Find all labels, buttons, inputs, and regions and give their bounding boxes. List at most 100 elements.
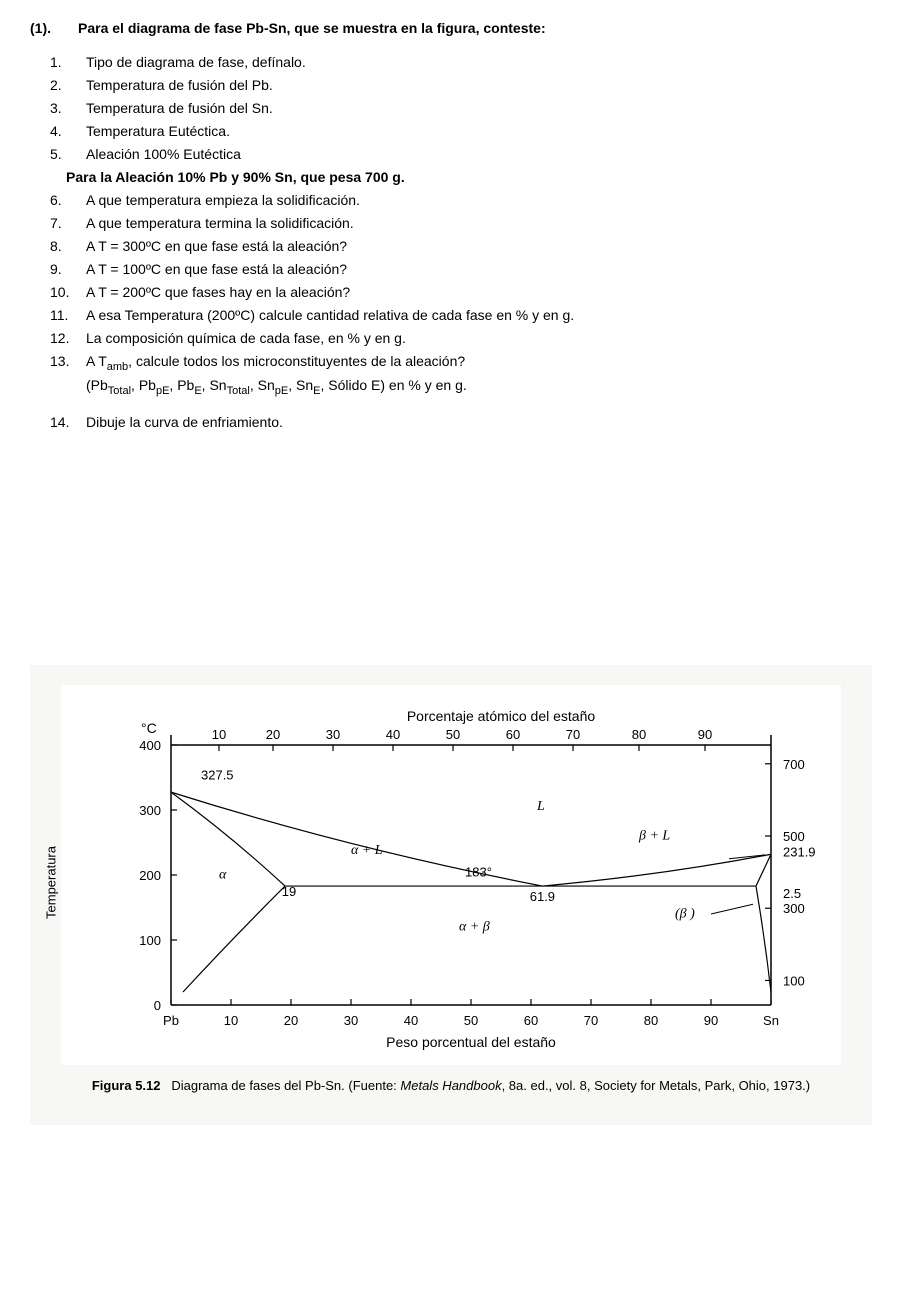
q-number: 8. [50, 236, 86, 257]
q-number: 7. [50, 213, 86, 234]
question-row: 9.A T = 100ºC en que fase está la aleaci… [50, 259, 872, 280]
q-text: A T = 300ºC en que fase está la aleación… [86, 236, 872, 257]
svg-text:100: 100 [139, 933, 161, 948]
question-row: 11.A esa Temperatura (200ºC) calcule can… [50, 305, 872, 326]
caption-label: Figura 5.12 [92, 1078, 161, 1093]
svg-text:°C: °C [141, 720, 157, 736]
title-text: Para el diagrama de fase Pb-Sn, que se m… [78, 20, 546, 36]
q-number: 4. [50, 121, 86, 142]
question-row: 3.Temperatura de fusión del Sn. [50, 98, 872, 119]
svg-text:20: 20 [284, 1013, 298, 1028]
svg-text:50: 50 [446, 727, 460, 742]
svg-text:60: 60 [506, 727, 520, 742]
q-number: 6. [50, 190, 86, 211]
q-text: Tipo de diagrama de fase, defínalo. [86, 52, 872, 73]
y-axis-label: Temperatura [44, 846, 59, 919]
q-number: 9. [50, 259, 86, 280]
svg-text:90: 90 [704, 1013, 718, 1028]
q-number: 2. [50, 75, 86, 96]
svg-text:70: 70 [584, 1013, 598, 1028]
svg-text:50: 50 [464, 1013, 478, 1028]
figure-container: °C0100200300400100300500700Pb10203040506… [30, 665, 872, 1125]
question-row: 8.A T = 300ºC en que fase está la aleaci… [50, 236, 872, 257]
svg-text:80: 80 [644, 1013, 658, 1028]
q-text: La composición química de cada fase, en … [86, 328, 872, 349]
svg-text:Peso porcentual del estaño: Peso porcentual del estaño [386, 1034, 556, 1050]
q-number: 1. [50, 52, 86, 73]
q-number: 5. [50, 144, 86, 165]
svg-text:α + β: α + β [459, 919, 490, 934]
q-text: Dibuje la curva de enfriamiento. [86, 412, 872, 433]
svg-text:300: 300 [139, 803, 161, 818]
question-row: 4.Temperatura Eutéctica. [50, 121, 872, 142]
q-text: Temperatura Eutéctica. [86, 121, 872, 142]
svg-text:10: 10 [224, 1013, 238, 1028]
question-row: 12.La composición química de cada fase, … [50, 328, 872, 349]
svg-text:40: 40 [386, 727, 400, 742]
svg-text:Pb: Pb [163, 1013, 179, 1028]
q-text: A T = 200ºC que fases hay en la aleación… [86, 282, 872, 303]
question-13: 13. A Tamb, calcule todos los microconst… [50, 351, 872, 400]
svg-text:231.9: 231.9 [783, 844, 816, 859]
question-14: 14. Dibuje la curva de enfriamiento. [50, 412, 872, 433]
svg-text:300: 300 [783, 901, 805, 916]
q-number: 12. [50, 328, 86, 349]
question-row: 2.Temperatura de fusión del Pb. [50, 75, 872, 96]
svg-text:70: 70 [566, 727, 580, 742]
svg-text:10: 10 [212, 727, 226, 742]
svg-text:α + L: α + L [351, 843, 383, 858]
question-row: 10.A T = 200ºC que fases hay en la aleac… [50, 282, 872, 303]
caption-italic: Metals Handbook [400, 1078, 501, 1093]
svg-text:40: 40 [404, 1013, 418, 1028]
q-text: A esa Temperatura (200ºC) calcule cantid… [86, 305, 872, 326]
svg-text:(β ): (β ) [675, 906, 695, 921]
svg-text:183°: 183° [465, 864, 492, 879]
question-row: 7.A que temperatura termina la solidific… [50, 213, 872, 234]
question-row: 5.Aleación 100% Eutéctica [50, 144, 872, 165]
q-number: 10. [50, 282, 86, 303]
svg-text:Sn: Sn [763, 1013, 779, 1028]
svg-text:19: 19 [282, 883, 296, 898]
q-text: A Tamb, calcule todos los microconstituy… [86, 351, 872, 400]
q-text: A que temperatura empieza la solidificac… [86, 190, 872, 211]
svg-text:500: 500 [783, 829, 805, 844]
caption-text-a: Diagrama de fases del Pb-Sn. (Fuente: [171, 1078, 400, 1093]
question-list-2: 6.A que temperatura empieza la solidific… [50, 190, 872, 349]
svg-text:61.9: 61.9 [530, 889, 555, 904]
q-number: 13. [50, 351, 86, 400]
svg-text:2.5: 2.5 [783, 885, 801, 900]
svg-text:30: 30 [344, 1013, 358, 1028]
spacer [30, 435, 872, 655]
q-text: Aleación 100% Eutéctica [86, 144, 872, 165]
svg-text:200: 200 [139, 868, 161, 883]
svg-text:700: 700 [783, 756, 805, 771]
q-text: Temperatura de fusión del Pb. [86, 75, 872, 96]
svg-text:α: α [219, 867, 227, 882]
question-row: 6.A que temperatura empieza la solidific… [50, 190, 872, 211]
q-text: A T = 100ºC en que fase está la aleación… [86, 259, 872, 280]
phase-diagram: °C0100200300400100300500700Pb10203040506… [61, 685, 841, 1065]
figure-caption: Figura 5.12 Diagrama de fases del Pb-Sn.… [60, 1077, 842, 1095]
q-number: 3. [50, 98, 86, 119]
q-number: 11. [50, 305, 86, 326]
svg-text:60: 60 [524, 1013, 538, 1028]
svg-text:20: 20 [266, 727, 280, 742]
q-number: 14. [50, 412, 86, 433]
svg-text:0: 0 [154, 998, 161, 1013]
q-text: Temperatura de fusión del Sn. [86, 98, 872, 119]
title-number: (1). [30, 20, 78, 36]
svg-text:L: L [536, 799, 545, 814]
phase-diagram-svg: °C0100200300400100300500700Pb10203040506… [61, 685, 841, 1065]
svg-text:β + L: β + L [638, 828, 670, 843]
caption-text-b: , 8a. ed., vol. 8, Society for Metals, P… [502, 1078, 811, 1093]
svg-text:100: 100 [783, 973, 805, 988]
question-row: 1.Tipo de diagrama de fase, defínalo. [50, 52, 872, 73]
bold-subtitle: Para la Aleación 10% Pb y 90% Sn, que pe… [66, 167, 872, 188]
svg-text:30: 30 [326, 727, 340, 742]
svg-text:Porcentaje atómico del estaño: Porcentaje atómico del estaño [407, 708, 596, 724]
problem-title: (1). Para el diagrama de fase Pb-Sn, que… [30, 20, 872, 36]
question-list-1: 1.Tipo de diagrama de fase, defínalo.2.T… [50, 52, 872, 165]
svg-text:327.5: 327.5 [201, 767, 234, 782]
svg-text:90: 90 [698, 727, 712, 742]
svg-text:80: 80 [632, 727, 646, 742]
